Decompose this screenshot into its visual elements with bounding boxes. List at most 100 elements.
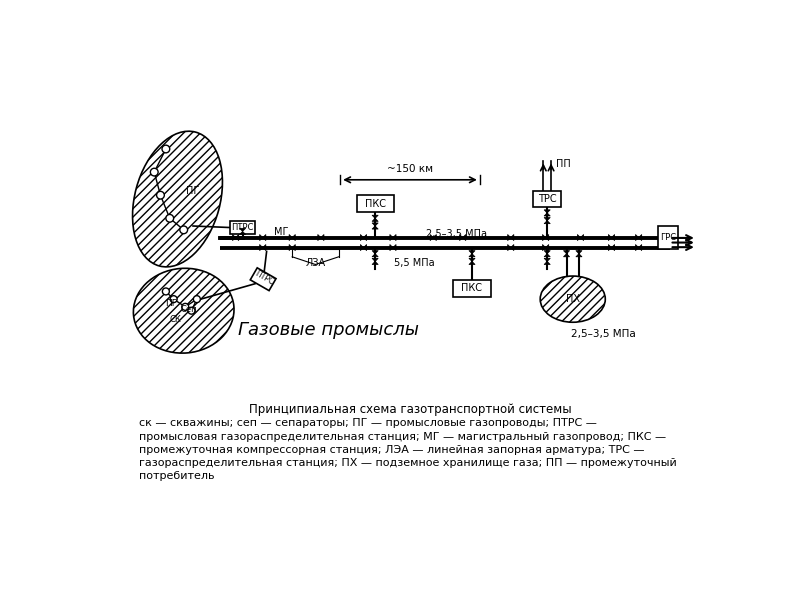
Polygon shape <box>544 221 550 224</box>
Polygon shape <box>361 244 363 251</box>
Polygon shape <box>262 244 266 251</box>
Text: 2,5–3,5 МПа: 2,5–3,5 МПа <box>426 229 487 239</box>
Polygon shape <box>318 235 321 241</box>
Polygon shape <box>363 235 366 241</box>
Circle shape <box>150 168 158 176</box>
Polygon shape <box>393 235 396 241</box>
Text: ТРС: ТРС <box>538 194 557 204</box>
Polygon shape <box>233 235 236 241</box>
Polygon shape <box>542 235 546 241</box>
Polygon shape <box>292 235 295 241</box>
Polygon shape <box>372 254 378 257</box>
Polygon shape <box>544 213 550 216</box>
Polygon shape <box>239 232 246 235</box>
Circle shape <box>166 214 174 222</box>
Circle shape <box>162 145 170 153</box>
Polygon shape <box>544 254 550 257</box>
Circle shape <box>194 296 200 302</box>
Polygon shape <box>372 251 378 254</box>
Text: промежуточная компрессорная станция; ЛЭА — линейная запорная арматура; ТРС —: промежуточная компрессорная станция; ЛЭА… <box>138 445 644 455</box>
Circle shape <box>188 307 195 314</box>
Bar <box>357 195 394 212</box>
Bar <box>250 268 276 290</box>
Text: 2,5–3,5 МПа: 2,5–3,5 МПа <box>571 329 636 339</box>
Polygon shape <box>544 210 550 213</box>
Text: Принципиальная схема газотранспортной системы: Принципиальная схема газотранспортной си… <box>249 403 571 416</box>
Polygon shape <box>434 235 436 241</box>
Text: ПКС: ПКС <box>365 199 386 209</box>
Bar <box>230 221 255 235</box>
Text: Газовые промыслы: Газовые промыслы <box>238 321 419 339</box>
Text: СК: СК <box>170 316 182 325</box>
Text: промысловая газораспределительная станция; МГ — магистральный газопровод; ПКС —: промысловая газораспределительная станци… <box>138 431 666 442</box>
Bar <box>454 280 490 297</box>
Polygon shape <box>469 259 475 262</box>
Circle shape <box>170 296 177 302</box>
Polygon shape <box>542 244 546 251</box>
Text: МГ: МГ <box>274 227 289 237</box>
Polygon shape <box>459 235 462 241</box>
Polygon shape <box>430 235 434 241</box>
Text: газораспределительная станция; ПХ — подземное хранилище газа; ПП — промежуточный: газораспределительная станция; ПХ — подз… <box>138 458 677 468</box>
Polygon shape <box>546 244 549 251</box>
Polygon shape <box>510 244 514 251</box>
Polygon shape <box>546 235 549 241</box>
Polygon shape <box>393 244 396 251</box>
Polygon shape <box>363 244 366 251</box>
Polygon shape <box>262 235 266 241</box>
Polygon shape <box>372 223 378 226</box>
Text: ПТРС: ПТРС <box>254 269 275 287</box>
Polygon shape <box>578 235 581 241</box>
Polygon shape <box>289 244 292 251</box>
Polygon shape <box>563 251 570 254</box>
Polygon shape <box>462 235 466 241</box>
Polygon shape <box>390 235 393 241</box>
Text: потребитель: потребитель <box>138 471 214 481</box>
Polygon shape <box>576 254 582 257</box>
Polygon shape <box>372 226 378 229</box>
Polygon shape <box>510 235 514 241</box>
Polygon shape <box>289 235 292 241</box>
Polygon shape <box>292 244 295 251</box>
Polygon shape <box>544 218 550 221</box>
Ellipse shape <box>134 268 234 353</box>
Circle shape <box>182 304 189 310</box>
Polygon shape <box>544 262 550 265</box>
Circle shape <box>180 226 187 234</box>
Polygon shape <box>372 215 378 218</box>
Polygon shape <box>544 251 550 254</box>
Polygon shape <box>469 254 475 257</box>
Polygon shape <box>635 235 638 241</box>
Text: ПТРС: ПТРС <box>231 223 254 232</box>
Polygon shape <box>239 229 246 232</box>
Polygon shape <box>609 244 611 251</box>
Text: 5,5 МПа: 5,5 МПа <box>394 258 434 268</box>
Circle shape <box>162 288 170 295</box>
Polygon shape <box>321 235 324 241</box>
Polygon shape <box>611 235 614 241</box>
Polygon shape <box>576 251 582 254</box>
Polygon shape <box>260 244 262 251</box>
Text: ск — скважины; сеп — сепараторы; ПГ — промысловые газопроводы; ПТРС —: ск — скважины; сеп — сепараторы; ПГ — пр… <box>138 419 597 428</box>
Polygon shape <box>236 235 238 241</box>
Text: ПКС: ПКС <box>462 283 482 293</box>
Text: ПХ: ПХ <box>566 294 580 304</box>
Polygon shape <box>635 244 638 251</box>
Polygon shape <box>469 251 475 254</box>
Polygon shape <box>372 259 378 262</box>
Polygon shape <box>361 235 363 241</box>
Text: ПП: ПП <box>557 160 571 169</box>
Polygon shape <box>508 244 510 251</box>
Polygon shape <box>563 254 570 257</box>
Bar <box>534 191 561 207</box>
Circle shape <box>157 191 164 199</box>
Polygon shape <box>611 244 614 251</box>
Text: ПГ: ПГ <box>165 298 178 307</box>
Polygon shape <box>544 259 550 262</box>
Polygon shape <box>390 244 393 251</box>
Text: ~150 км: ~150 км <box>387 164 433 173</box>
Polygon shape <box>638 244 642 251</box>
Text: ЛЗА: ЛЗА <box>306 258 326 268</box>
Text: ПГ: ПГ <box>186 187 200 196</box>
Polygon shape <box>581 235 584 241</box>
